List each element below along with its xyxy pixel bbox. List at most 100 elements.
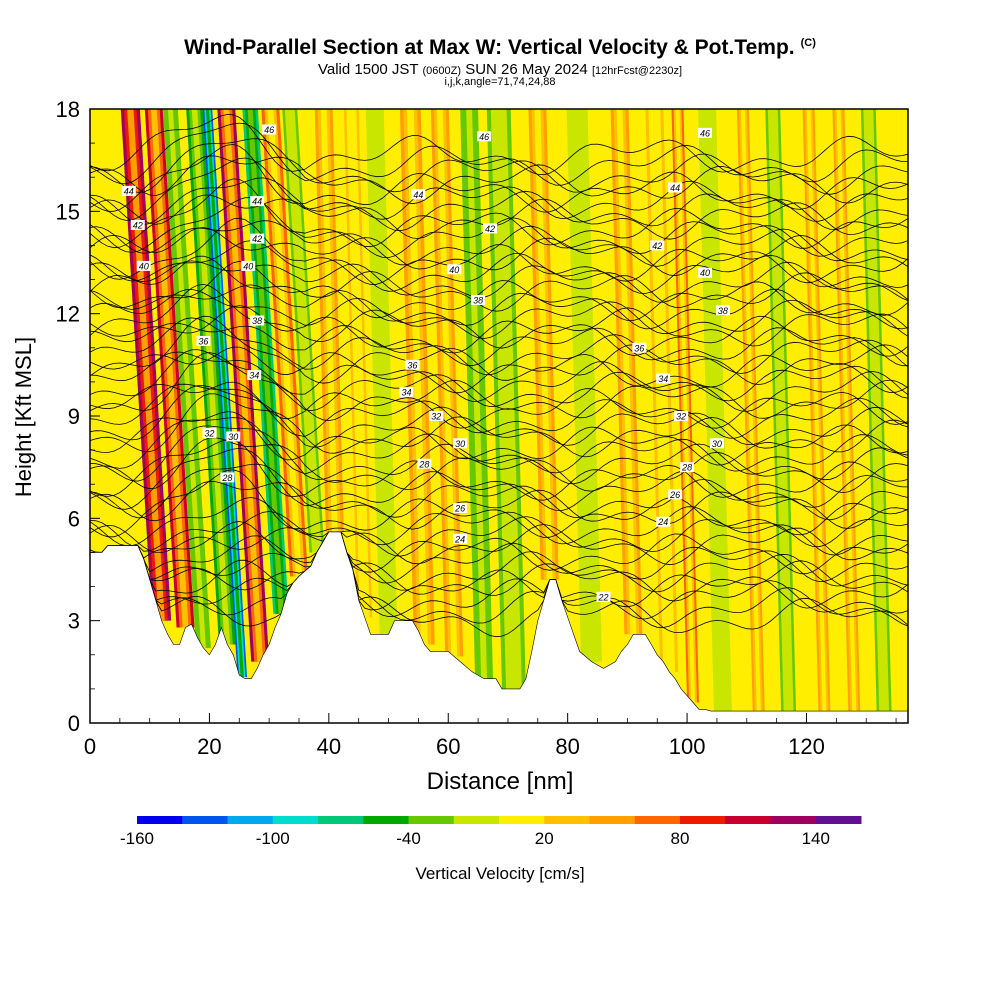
svg-text:42: 42 [252,234,262,244]
svg-text:38: 38 [718,306,728,316]
velocity-band [534,109,553,580]
svg-text:32: 32 [431,412,441,422]
theta-contour [90,349,908,412]
theta-contour [90,351,908,402]
svg-text:44: 44 [670,183,680,193]
x-tick-label: 60 [436,734,460,759]
colorbar-swatch [770,816,817,824]
y-tick-label: 18 [56,97,80,122]
theta-contour [90,417,908,475]
theta-contour [90,511,908,557]
velocity-band [348,109,368,618]
velocity-band [770,109,792,712]
colorbar-swatch [544,816,590,824]
svg-text:42: 42 [133,220,143,230]
x-tick-label: 40 [317,734,341,759]
theta-contour [90,463,908,521]
theta-contour [90,317,908,376]
terrain-mask [90,531,908,723]
velocity-band [150,109,189,628]
svg-text:30: 30 [228,432,238,442]
colorbar-swatch [137,816,183,824]
colorbar-swatch [318,816,364,824]
theta-contour [90,322,908,367]
colorbar-swatch [408,816,455,824]
x-tick-label: 120 [788,734,825,759]
theta-contour [90,480,908,530]
colorbar-swatch [680,816,726,824]
colorbar-swatch [725,816,771,824]
theta-label: 40 [697,267,712,278]
x-tick-label: 100 [669,734,706,759]
theta-label: 28 [680,462,695,473]
theta-label: 28 [220,472,235,483]
title-text: Wind-Parallel Section at Max W: Vertical… [184,36,795,59]
theta-label: 26 [668,489,683,500]
svg-text:46: 46 [264,125,274,135]
theta-contour [90,122,908,186]
theta-label: 36 [196,335,211,346]
theta-label: 46 [477,131,492,142]
svg-text:28: 28 [681,463,692,473]
svg-text:42: 42 [652,241,662,251]
theta-contour [90,425,908,485]
svg-text:26: 26 [454,504,465,514]
theta-contour [90,346,908,394]
svg-text:30: 30 [712,439,722,449]
theta-label: 30 [226,431,241,442]
y-tick-label: 6 [68,506,80,531]
velocity-band [675,109,696,703]
theta-contour [90,524,908,566]
svg-text:26: 26 [669,490,680,500]
svg-text:44: 44 [252,197,262,207]
theta-label: 34 [656,373,671,384]
svg-text:34: 34 [658,374,668,384]
theta-contour [90,240,908,294]
theta-label: 44 [668,182,683,193]
theta-contour [90,194,908,240]
theta-label: 38 [471,295,486,306]
colorbar-swatch [272,816,319,824]
theta-label: 38 [715,305,730,316]
velocity-band [191,109,231,645]
theta-contour [90,260,908,321]
theta-label: 26 [453,503,468,514]
theta-contour [90,315,908,386]
svg-text:42: 42 [485,224,495,234]
colorbar-swatch [227,816,274,824]
theta-contour [90,393,908,458]
svg-text:24: 24 [454,534,465,544]
theta-contour [90,352,908,422]
velocity-band [287,109,320,553]
theta-label: 24 [656,516,671,527]
theta-label: 24 [453,533,468,544]
theta-label: 42 [130,219,145,230]
theta-contour [90,531,908,593]
theta-contour [90,305,908,357]
theta-contour [90,469,908,538]
theta-label: 32 [202,428,217,439]
colorbar-tick-label: -100 [256,829,290,848]
svg-text:46: 46 [479,132,489,142]
colorbar-tick-label: 80 [671,829,690,848]
svg-text:36: 36 [407,360,417,370]
theta-contour [90,447,908,512]
svg-text:24: 24 [657,517,668,527]
chart-title: Wind-Parallel Section at Max W: Vertical… [0,36,1000,60]
theta-label: 42 [250,233,265,244]
y-tick-label: 12 [56,302,80,327]
theta-label: 46 [262,124,277,135]
svg-text:44: 44 [413,190,423,200]
svg-text:22: 22 [597,592,608,602]
valid-date: SUN 26 May 2024 [465,61,588,78]
velocity-band [865,109,887,712]
copyright-mark: (C) [800,37,816,49]
svg-text:36: 36 [198,336,208,346]
theta-label: 28 [417,458,432,469]
y-tick-label: 0 [68,711,80,736]
svg-text:38: 38 [252,316,262,326]
colorbar-swatch [815,816,862,824]
theta-contour [90,197,908,259]
x-tick-label: 80 [555,734,579,759]
theta-contour [90,138,908,195]
